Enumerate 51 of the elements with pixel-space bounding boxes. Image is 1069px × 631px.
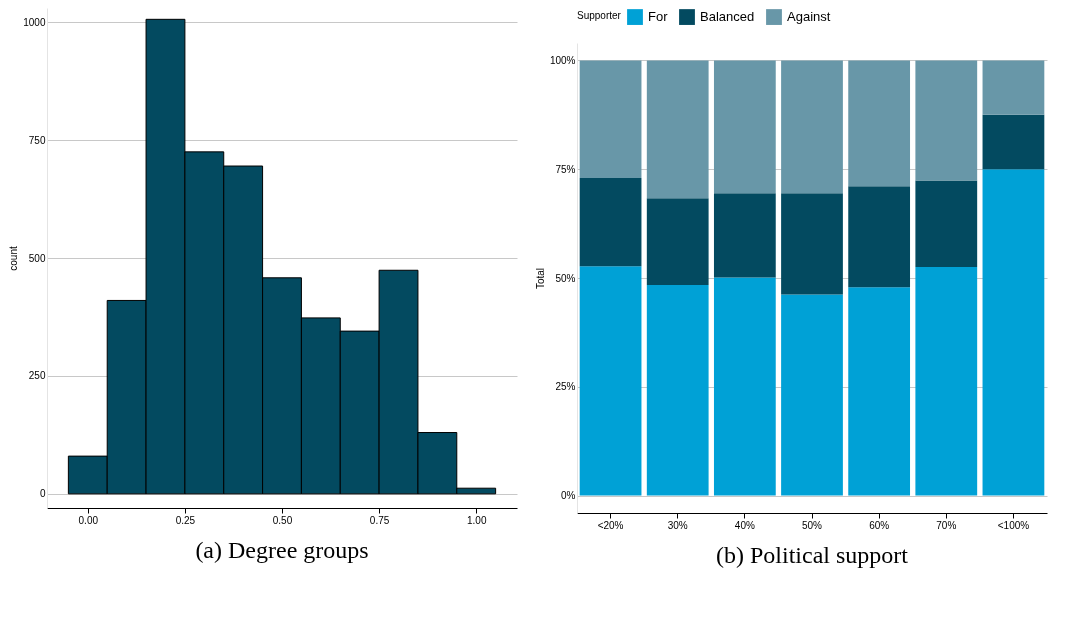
- x-tick-label: 0.25: [175, 514, 196, 526]
- x-tick-label: 40%: [734, 519, 755, 531]
- bar: [579, 177, 642, 267]
- y-axis-title: count: [8, 246, 20, 271]
- bar: [781, 60, 843, 194]
- x-tick-label: 1.00: [466, 514, 487, 526]
- bar: [713, 60, 776, 194]
- bar: [982, 60, 1045, 115]
- bar: [646, 198, 709, 285]
- bar: [646, 284, 709, 496]
- text: (a) Degree groups: [195, 537, 369, 563]
- x-tick-label: 0.50: [272, 514, 293, 526]
- y-tick-label: 750: [28, 134, 46, 146]
- legend-label: For: [648, 9, 669, 25]
- x-tick-label: <20%: [597, 519, 624, 531]
- x-tick-label: 70%: [936, 519, 957, 531]
- bar: [915, 180, 978, 268]
- bar: [982, 114, 1045, 170]
- bar: [781, 294, 843, 496]
- bar: [713, 277, 776, 496]
- x-tick-label: 0.00: [78, 514, 99, 526]
- legend-label: Against: [787, 9, 831, 25]
- x-tick-label: <100%: [997, 519, 1030, 531]
- bar: [713, 193, 776, 278]
- bar: [848, 186, 911, 288]
- bar: [915, 60, 978, 181]
- x-tick-label: 60%: [869, 519, 890, 531]
- bar: [982, 169, 1045, 496]
- y-axis-title: Total: [534, 267, 546, 290]
- y-tick-label: 250: [28, 370, 46, 382]
- x-tick-label: 0.75: [369, 514, 390, 526]
- x-tick-label: 50%: [801, 519, 823, 531]
- y-tick-label: 25%: [555, 381, 576, 393]
- x-tick-label: 30%: [667, 519, 688, 531]
- bar: [646, 60, 709, 199]
- y-tick-label: 100%: [549, 54, 576, 66]
- y-tick-label: 0%: [561, 490, 576, 502]
- legend-label: Balanced: [700, 9, 755, 25]
- y-tick-label: 0: [39, 488, 46, 500]
- y-tick-label: 50%: [555, 272, 576, 284]
- bar: [579, 60, 642, 178]
- bar: [848, 60, 911, 187]
- y-tick-label: 1000: [23, 16, 46, 28]
- legend-title: Supporter: [577, 10, 622, 21]
- bar: [848, 287, 911, 496]
- text: (b) Political support: [716, 542, 909, 568]
- y-tick-label: 75%: [555, 163, 576, 175]
- bar: [915, 267, 978, 496]
- bar: [781, 193, 843, 295]
- bar: [579, 266, 642, 496]
- y-tick-label: 500: [28, 252, 46, 264]
